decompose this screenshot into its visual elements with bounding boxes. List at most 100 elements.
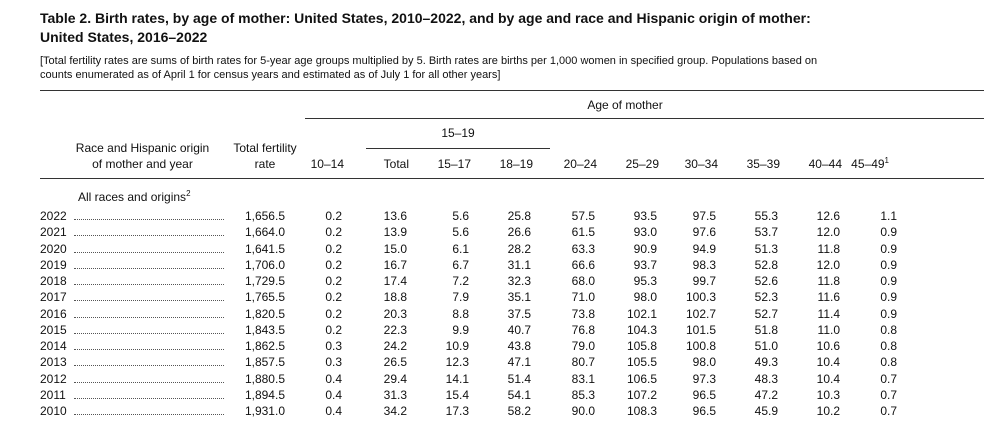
cell: 0.8 xyxy=(880,322,897,337)
leader-dots xyxy=(74,267,224,269)
cell: 20.3 xyxy=(383,306,407,321)
cell: 0.2 xyxy=(325,225,342,240)
row-label: 2011 xyxy=(40,387,66,402)
cell: 1,843.5 xyxy=(244,322,285,337)
cell: 0.8 xyxy=(880,355,897,370)
leader-dots xyxy=(74,381,224,383)
cell: 80.7 xyxy=(571,355,595,370)
cell: 11.4 xyxy=(817,306,840,321)
cell: 13.9 xyxy=(383,225,407,240)
cell: 0.7 xyxy=(880,404,897,418)
leader-dots xyxy=(74,414,224,415)
cell: 0.9 xyxy=(880,241,897,256)
cell: 1,706.0 xyxy=(244,257,285,272)
cell: 43.8 xyxy=(507,339,531,353)
cell: 1,656.5 xyxy=(244,209,285,223)
cell: 1,862.5 xyxy=(244,339,285,353)
cell: 57.5 xyxy=(571,209,595,223)
cell: 71.0 xyxy=(571,290,595,305)
cell: 54.1 xyxy=(507,387,531,402)
cell: 26.5 xyxy=(383,355,407,370)
cell: 68.0 xyxy=(571,274,595,288)
cell: 37.5 xyxy=(507,306,531,321)
cell: 51.3 xyxy=(754,241,778,256)
cell: 17.4 xyxy=(383,274,407,288)
cell: 95.3 xyxy=(633,274,657,288)
cell: 48.3 xyxy=(754,371,778,386)
cell: 10.4 xyxy=(816,355,840,370)
row-label: 2022 xyxy=(40,209,67,223)
cell: 47.1 xyxy=(507,355,531,370)
cell: 15.4 xyxy=(445,387,469,402)
cell: 102.7 xyxy=(685,306,716,321)
row-label: 2018 xyxy=(40,274,67,288)
cell: 94.9 xyxy=(692,241,716,256)
cell: 0.2 xyxy=(325,257,342,272)
cell: 0.2 xyxy=(325,209,342,223)
cell: 1,857.5 xyxy=(244,355,285,370)
cell: 11.0 xyxy=(817,322,840,337)
cell: 1,894.5 xyxy=(244,387,285,402)
rule xyxy=(305,118,984,119)
cell: 0.3 xyxy=(325,355,342,370)
cell: 0.2 xyxy=(325,241,342,256)
cell: 10.4 xyxy=(816,371,840,386)
rule xyxy=(366,148,550,149)
cell: 10.2 xyxy=(816,404,840,418)
cell: 98.3 xyxy=(692,257,716,272)
cell: 73.8 xyxy=(571,306,595,321)
leader-dots xyxy=(74,332,224,334)
cell: 10.6 xyxy=(816,339,840,353)
cell: 10.9 xyxy=(445,339,469,353)
cell: 107.2 xyxy=(626,387,657,402)
column-header: 40–44 xyxy=(808,157,842,171)
column-header: 20–24 xyxy=(563,157,597,171)
cell: 93.5 xyxy=(633,209,657,223)
cell: 0.9 xyxy=(880,257,897,272)
cell: 105.8 xyxy=(626,339,657,353)
cell: 22.3 xyxy=(383,322,407,337)
cell: 12.3 xyxy=(445,355,469,370)
leader-dots xyxy=(74,251,224,253)
column-header: 30–34 xyxy=(684,157,718,171)
cell: 0.4 xyxy=(325,371,342,386)
cell: 17.3 xyxy=(445,404,469,418)
cell: 9.9 xyxy=(452,322,469,337)
cell: 1,820.5 xyxy=(244,306,285,321)
cell: 1,931.0 xyxy=(244,404,285,418)
cell: 0.2 xyxy=(325,274,342,288)
cell: 100.3 xyxy=(685,290,716,305)
cell: 32.3 xyxy=(507,274,531,288)
cell: 1,641.5 xyxy=(244,241,285,256)
cell: 105.5 xyxy=(626,355,657,370)
cell: 66.6 xyxy=(571,257,595,272)
cell: 35.1 xyxy=(507,290,531,305)
column-header: 10–14 xyxy=(310,157,344,171)
leader-dots xyxy=(74,316,224,318)
cell: 12.0 xyxy=(816,257,840,272)
cell: 0.7 xyxy=(880,387,897,402)
cell: 13.6 xyxy=(383,209,407,223)
cell: 98.0 xyxy=(692,355,716,370)
cell: 45.9 xyxy=(754,404,778,418)
leader-dots xyxy=(74,284,224,285)
cell: 108.3 xyxy=(626,404,657,418)
cell: 8.8 xyxy=(452,306,469,321)
row-label: 2013 xyxy=(40,355,67,370)
title: United States, 2016–2022 xyxy=(40,29,208,45)
cell: 14.1 xyxy=(445,371,469,386)
age-header: Age of mother xyxy=(587,98,663,112)
cell: 31.3 xyxy=(383,387,407,402)
cell: 102.1 xyxy=(626,306,657,321)
cell: 29.4 xyxy=(383,371,407,386)
cell: 1,765.5 xyxy=(244,290,285,305)
cell: 101.5 xyxy=(685,322,716,337)
row-label: 2021 xyxy=(40,225,67,240)
title: Table 2. Birth rates, by age of mother: … xyxy=(40,10,811,26)
column-header: 15–17 xyxy=(437,157,471,171)
column-header: 45–491 xyxy=(851,156,889,172)
cell: 11.6 xyxy=(817,290,840,305)
column-header: 25–29 xyxy=(625,157,659,171)
tfr-header: rate xyxy=(254,157,276,171)
leader-dots xyxy=(74,235,224,237)
